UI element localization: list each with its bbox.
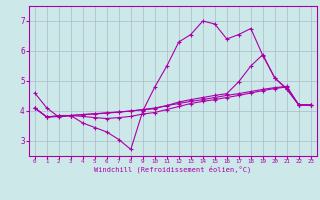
X-axis label: Windchill (Refroidissement éolien,°C): Windchill (Refroidissement éolien,°C) [94,166,252,173]
